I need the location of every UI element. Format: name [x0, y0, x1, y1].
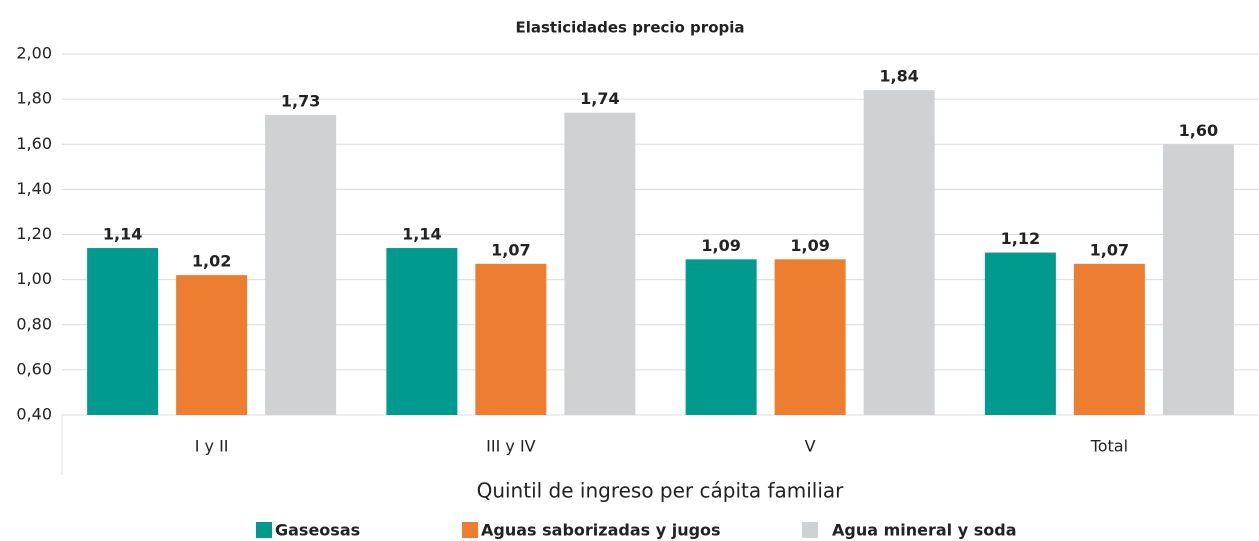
bar: [1073, 263, 1145, 415]
bar: [685, 259, 757, 415]
bar: [475, 263, 547, 415]
y-tick-label: 2,00: [16, 44, 52, 63]
y-tick-label: 0,40: [16, 405, 52, 424]
value-label: 1,02: [192, 252, 231, 271]
value-label: 1,14: [103, 225, 142, 244]
value-label: 1,07: [491, 240, 530, 259]
bar: [87, 248, 159, 415]
chart-title: Elasticidades precio propia: [515, 19, 744, 37]
y-tick-label: 0,80: [16, 314, 52, 333]
legend-swatch: [462, 522, 478, 538]
legend-label: Aguas saborizadas y jugos: [481, 521, 721, 540]
x-tick-label: III y IV: [486, 437, 536, 456]
value-label: 1,12: [1001, 229, 1040, 248]
value-label: 1,07: [1090, 240, 1129, 259]
legend-label: Gaseosas: [275, 521, 360, 540]
x-tick-label: Total: [1090, 437, 1128, 456]
bar: [1162, 144, 1234, 415]
legend-swatch: [802, 522, 818, 538]
bar: [564, 112, 636, 415]
y-tick-label: 1,00: [16, 269, 52, 288]
bar: [176, 275, 248, 415]
y-tick-label: 1,80: [16, 89, 52, 108]
bar: [386, 248, 458, 415]
legend-swatch: [256, 522, 272, 538]
bar: [984, 252, 1056, 415]
x-tick-label: I y II: [195, 437, 229, 456]
y-tick-label: 0,60: [16, 359, 52, 378]
y-tick-label: 1,60: [16, 134, 52, 153]
value-label: 1,14: [402, 225, 441, 244]
bar: [265, 114, 337, 415]
x-axis-title: Quintil de ingreso per cápita familiar: [477, 479, 845, 503]
value-label: 1,09: [790, 236, 829, 255]
value-label: 1,60: [1179, 121, 1218, 140]
value-label: 1,09: [701, 236, 740, 255]
bar: [863, 90, 935, 415]
y-tick-label: 1,40: [16, 179, 52, 198]
y-tick-label: 1,20: [16, 224, 52, 243]
value-label: 1,74: [580, 89, 619, 108]
value-label: 1,84: [879, 67, 918, 86]
legend-label: Agua mineral y soda: [832, 521, 1017, 540]
bar: [774, 259, 846, 415]
value-label: 1,73: [281, 91, 320, 110]
x-tick-label: V: [805, 437, 816, 456]
